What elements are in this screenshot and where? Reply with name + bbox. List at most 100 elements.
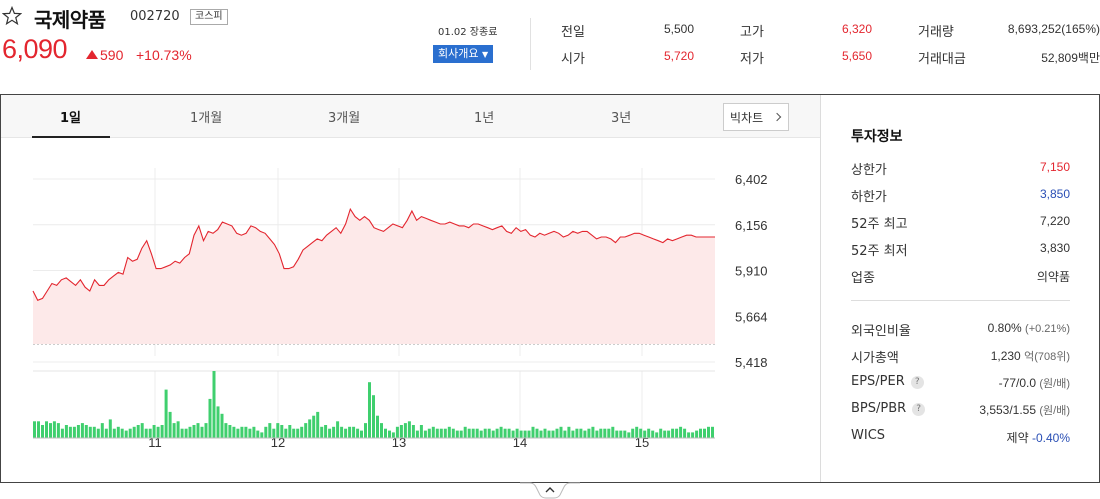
volume-bar — [376, 415, 379, 438]
volume-bar — [411, 425, 415, 438]
stock-header: 국제약품 002720 코스피 6,090 590 +10.73% 01.02 … — [0, 0, 1100, 94]
volume-bar — [555, 428, 559, 438]
panel-divider — [820, 95, 821, 482]
volume-bar — [627, 432, 631, 438]
volume-bar — [320, 426, 324, 438]
industry-value[interactable]: 의약품 — [1036, 270, 1070, 284]
volume-bar — [360, 430, 363, 438]
volume-bar — [583, 430, 587, 438]
volume-bar — [200, 426, 204, 438]
volume-bar — [695, 430, 699, 438]
volume-bar — [220, 413, 224, 438]
volume-bar — [663, 430, 667, 438]
volume-bar — [595, 430, 599, 438]
tab-3month[interactable]: 3개월 — [328, 111, 361, 126]
tab-1month[interactable]: 1개월 — [190, 111, 223, 126]
favorite-star-icon[interactable] — [2, 6, 22, 26]
volume-bar — [116, 426, 120, 438]
volume-bar — [288, 425, 292, 438]
volume-bar — [691, 432, 695, 438]
volume-bar — [368, 382, 371, 438]
volume-bar — [427, 428, 431, 438]
volume-bar — [491, 430, 495, 438]
help-icon[interactable]: ? — [912, 403, 926, 416]
volume-bar — [172, 423, 176, 438]
volume-bar — [623, 430, 627, 438]
low-label: 저가 — [740, 52, 764, 67]
volume-bar — [324, 425, 328, 438]
upper-limit-row: 상한가 7,150 — [851, 159, 1070, 179]
tab-1day[interactable]: 1일 — [60, 111, 82, 126]
volume-bar — [423, 430, 427, 438]
volume-bar — [76, 425, 80, 438]
volume-bar — [316, 411, 320, 438]
volume-label: 거래량 — [918, 25, 954, 40]
volume-bar — [344, 428, 348, 438]
volume-bar — [675, 428, 679, 438]
lower-limit-value: 3,850 — [1039, 187, 1070, 201]
volume-bar — [256, 430, 260, 438]
big-chart-button[interactable]: 빅차트 — [723, 103, 789, 131]
volume-bar — [276, 423, 280, 438]
wics-sector[interactable]: 제약 — [1006, 431, 1029, 445]
volume-bar — [268, 423, 272, 438]
volume-bar — [647, 428, 651, 438]
volume-bar — [655, 432, 659, 438]
industry-row: 업종 의약품 — [851, 267, 1070, 287]
company-overview-label: 회사개요 — [438, 47, 479, 60]
company-overview-button[interactable]: 회사개요 ▼ — [433, 45, 494, 63]
stock-name: 국제약품 — [34, 8, 106, 32]
collapse-button[interactable] — [520, 481, 580, 499]
volume-bar — [559, 426, 563, 438]
volume-bar — [204, 423, 208, 438]
volume-bar — [224, 423, 228, 438]
volume-bar — [328, 428, 332, 438]
volume-bar — [100, 423, 104, 438]
active-tab-indicator — [32, 136, 110, 138]
volume-bar — [603, 428, 607, 438]
volume-bar — [41, 425, 44, 438]
volume-bar — [415, 430, 419, 438]
volume-bar — [252, 426, 256, 438]
wics-change: -0.40% — [1031, 431, 1070, 445]
volume-bar — [591, 426, 595, 438]
close-date: 01.02 장종료 — [438, 27, 498, 38]
volume-bar — [148, 428, 152, 438]
industry-label: 업종 — [851, 271, 875, 286]
volume-bar — [615, 430, 619, 438]
volume-bar — [92, 426, 96, 438]
volume-bar — [364, 423, 367, 438]
volume-bar — [180, 428, 184, 438]
volume-bar — [188, 426, 192, 438]
volume-bar — [395, 426, 399, 438]
volume-bar — [459, 430, 463, 438]
help-icon[interactable]: ? — [910, 376, 924, 389]
volume-bar — [507, 428, 511, 438]
volume-bar — [679, 426, 683, 438]
chevron-up-icon — [545, 487, 555, 493]
wics-label: WICS — [851, 428, 886, 443]
volume-bar — [607, 428, 611, 438]
volume-bar — [128, 428, 132, 438]
market-cap-value: 1,230 억(708위) — [991, 348, 1070, 364]
volume-bar — [619, 430, 623, 438]
volume-bar — [667, 430, 671, 438]
volume-bar — [511, 430, 515, 438]
tab-1year[interactable]: 1년 — [474, 111, 495, 126]
volume-bar — [643, 430, 647, 438]
caret-down-icon: ▼ — [481, 50, 489, 59]
upper-limit-value: 7,150 — [1039, 160, 1070, 174]
volume-bar — [300, 426, 304, 438]
high52-label: 52주 최고 — [851, 217, 908, 232]
y-tick-label: 5,418 — [735, 355, 768, 370]
volume-bar — [403, 423, 407, 438]
volume-bar — [575, 428, 579, 438]
volume-bar — [439, 428, 443, 438]
y-tick-label: 5,664 — [735, 309, 768, 324]
current-price: 6,090 — [2, 34, 68, 64]
bps-pbr-row: BPS/PBR? 3,553/1.55 (원/배) — [851, 401, 1070, 421]
tab-3year[interactable]: 3년 — [611, 111, 632, 126]
amount-label: 거래대금 — [918, 52, 966, 67]
volume-bar — [232, 426, 236, 438]
price-change: 590 — [86, 47, 123, 63]
